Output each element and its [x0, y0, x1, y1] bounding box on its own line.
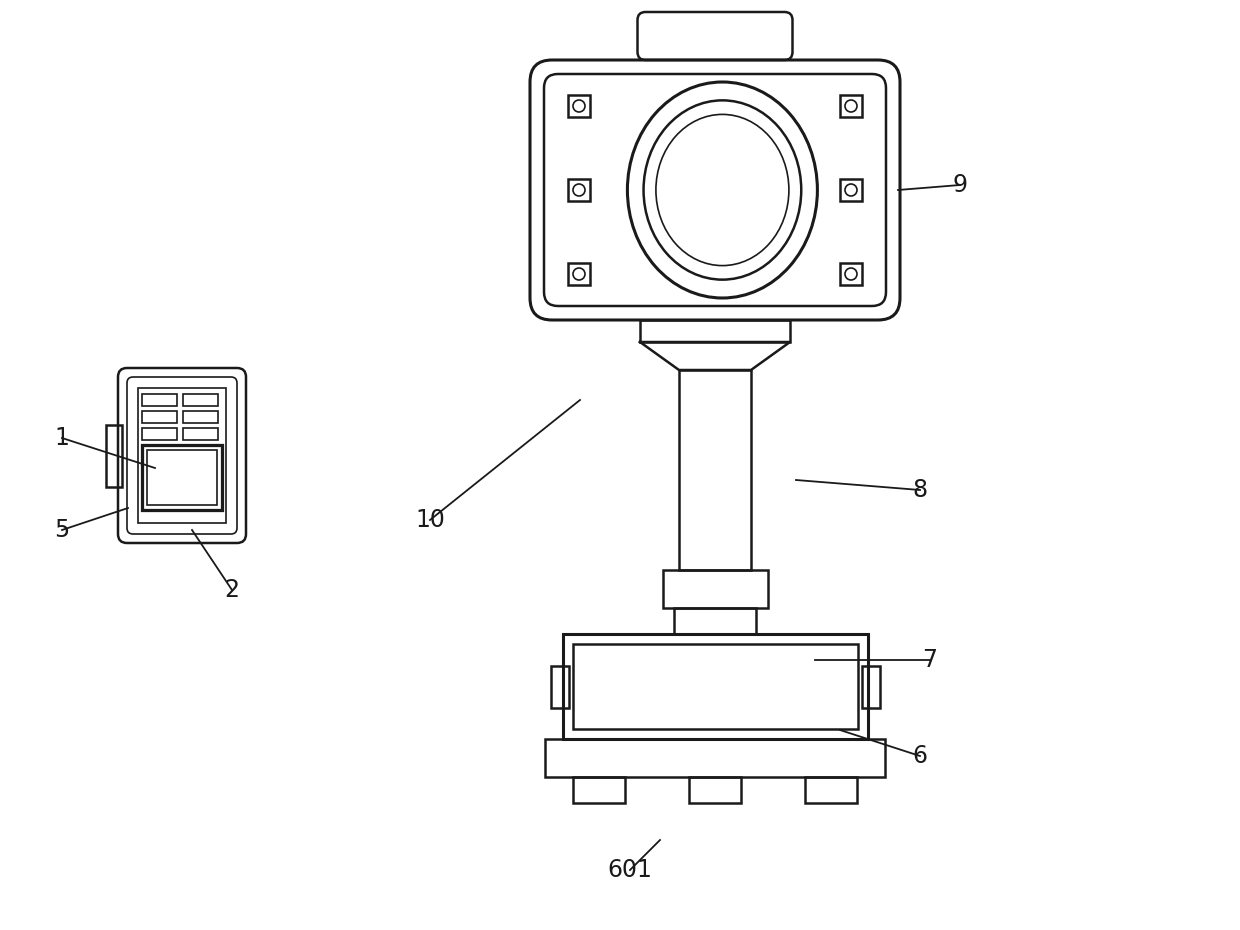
Bar	[839, 95, 862, 117]
Bar	[143, 445, 222, 510]
Text: 9: 9	[952, 173, 967, 197]
Bar	[568, 263, 590, 285]
Text: 5: 5	[55, 518, 69, 542]
Text: 7: 7	[923, 648, 937, 672]
Bar	[689, 777, 742, 803]
Text: 601: 601	[608, 858, 652, 882]
Bar	[839, 263, 862, 285]
Bar	[184, 411, 218, 423]
Bar	[105, 424, 122, 486]
Bar	[568, 95, 590, 117]
Bar	[546, 739, 885, 777]
Bar	[805, 777, 857, 803]
Text: 6: 6	[913, 744, 928, 768]
Bar	[568, 179, 590, 201]
Bar	[839, 179, 862, 201]
Bar	[551, 666, 568, 708]
Text: 1: 1	[55, 426, 69, 450]
Bar	[143, 411, 177, 423]
Bar	[662, 570, 768, 608]
Bar	[143, 428, 177, 440]
Bar	[563, 634, 868, 739]
Bar	[573, 777, 625, 803]
Text: 2: 2	[224, 578, 239, 602]
Bar	[573, 644, 858, 729]
Text: 10: 10	[415, 508, 445, 532]
Text: 8: 8	[913, 478, 928, 502]
Bar	[680, 370, 751, 570]
Bar	[143, 394, 177, 406]
Bar	[148, 450, 217, 504]
Bar	[862, 666, 879, 708]
Bar	[184, 428, 218, 440]
Bar	[138, 388, 226, 523]
Bar	[184, 394, 218, 406]
Bar	[640, 320, 790, 342]
Bar	[675, 608, 756, 634]
